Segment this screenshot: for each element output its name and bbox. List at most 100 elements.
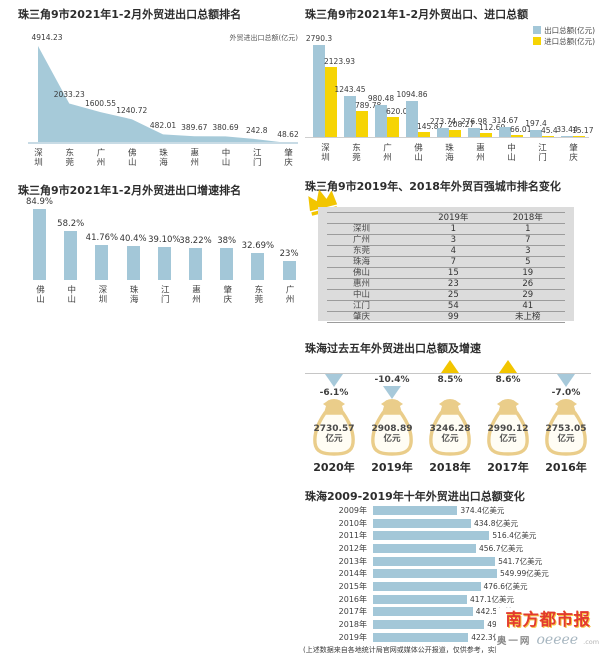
growth-value-label: 23%	[279, 248, 299, 259]
city-label: 中山	[65, 285, 76, 304]
value-label: 456.7亿美元	[479, 543, 523, 553]
column-header: 2019年	[416, 212, 491, 224]
import-value-label: 620.06	[386, 106, 413, 116]
table-panel: 2019年 2018年 深圳 1 1 广州 3 7 东莞 4 3 珠海 7 5 佛山 15 19 惠州 23 26 中山…	[318, 207, 574, 323]
logo-domain-text: oeeee	[536, 632, 579, 648]
growth-down-icon	[325, 374, 343, 387]
value-label: 549.99亿美元	[500, 569, 549, 579]
bag-value: 2990.12 亿元	[479, 424, 537, 444]
year-label: 2016年	[545, 461, 587, 474]
city-label: 东莞	[63, 148, 74, 167]
export-bar	[499, 126, 511, 137]
value-bar	[373, 518, 471, 528]
export-bar	[468, 127, 480, 137]
growth-value-label: 84.9%	[25, 197, 53, 208]
legend-label: 出口总额(亿元)	[544, 26, 595, 35]
export-value-label: 314.67	[491, 115, 519, 125]
money-bag-icon	[309, 398, 359, 456]
bag-unit: 亿元	[557, 434, 575, 444]
import-bar	[542, 135, 554, 137]
money-bag-icon	[541, 398, 591, 456]
year-group: 8.5% 3246.28 亿元 2018年	[421, 340, 479, 480]
value-label: 389.67	[181, 123, 208, 133]
legend-item-export: 出口总额(亿元)	[533, 25, 595, 36]
value-bar	[373, 632, 469, 642]
bar-plot: 84.9% 佛山 58.2% 中山 41.76% 深圳 40.4% 珠海 39.10% 江门 38.…	[18, 182, 300, 332]
import-bar	[356, 110, 368, 137]
growth-bar	[251, 252, 265, 280]
rank-cell: 7	[416, 256, 491, 268]
import-bar	[449, 130, 461, 137]
city-label: 佛山	[34, 285, 45, 304]
growth-bar	[157, 247, 171, 280]
value-label: 48.62	[277, 130, 299, 140]
rank-table: 2019年 2018年 深圳 1 1 广州 3 7 东莞 4 3 珠海 7 5 佛山 15 19 惠州 23 26 中山…	[327, 212, 565, 323]
city-label: 广州	[95, 148, 105, 167]
export-value-label: 197.4	[525, 119, 547, 129]
rank-cell: 1	[416, 223, 491, 235]
chart-decade: 珠海2009-2019年十年外贸进出口总额变化 2009年 374.4亿美元 201…	[305, 488, 600, 648]
export-value-label: 980.48	[367, 93, 395, 103]
city-label: 珠海	[443, 143, 454, 162]
table-city-rank: 珠三角9市2019年、2018年外贸百强城市排名变化 2019年 2018年 深圳 1…	[305, 178, 595, 336]
city-label: 深圳	[32, 148, 43, 167]
year-label: 2011年	[338, 531, 367, 541]
growth-bar	[189, 248, 202, 280]
legend-item-import: 进口总额(亿元)	[533, 36, 595, 47]
city-label: 肇庆	[221, 285, 232, 304]
bag-unit: 亿元	[383, 434, 401, 444]
hbar-row: 2011年 516.4亿美元	[305, 529, 600, 542]
value-label: 1600.55	[84, 99, 116, 109]
axis-unit-label: 外贸进出口总额(亿元)	[229, 34, 298, 42]
value-label: 242.8	[246, 126, 268, 136]
rank-cell: 19	[490, 267, 565, 279]
city-cell: 珠海	[327, 256, 417, 268]
city-label: 佛山	[126, 148, 137, 167]
rank-cell: 25	[416, 289, 491, 301]
hbar-row: 2014年 549.99亿美元	[305, 567, 600, 580]
value-bar	[373, 620, 485, 630]
growth-value-label: 39.10%	[148, 235, 181, 246]
money-bag-icon	[367, 398, 417, 456]
rank-cell: 26	[490, 278, 565, 290]
import-bar	[325, 66, 337, 137]
chart-export-import: 珠三角9市2021年1-2月外贸出口、进口总额 出口总额(亿元) 进口总额(亿元…	[305, 6, 595, 174]
growth-label: 8.5%	[437, 375, 463, 385]
axis-strip	[28, 142, 298, 144]
legend-label: 进口总额(亿元)	[544, 37, 595, 46]
city-label: 惠州	[190, 285, 201, 304]
growth-bar	[282, 260, 296, 280]
growth-bar	[33, 209, 46, 280]
logo-domain-suffix: .com	[583, 638, 600, 646]
value-label: 476.6亿美元	[483, 581, 528, 591]
table-row: 东莞 4 3	[327, 245, 565, 257]
chart-title: 珠海过去五年外贸进出口总额及增速	[305, 342, 481, 355]
bag-value: 2730.57 亿元	[305, 424, 363, 444]
year-label: 2017年	[338, 607, 367, 617]
table-row: 江门 54 41	[327, 300, 565, 312]
footnote: (上述数据来自各地统计局官网或媒体公开报道，仅供参考，实际数据	[303, 646, 501, 654]
growth-bar	[64, 231, 78, 280]
value-label: 516.4亿美元	[492, 531, 537, 541]
money-bag-row: -6.1% 2730.57 亿元 2020年 -10.4% 2908.89 亿元 2019年 8…	[305, 340, 595, 480]
growth-value-label: 40.4%	[119, 234, 147, 245]
growth-label: -7.0%	[551, 388, 581, 398]
import-value-label: 208.27	[448, 120, 475, 130]
bag-value: 2753.05 亿元	[537, 424, 595, 444]
column-header	[327, 212, 417, 224]
value-bar	[373, 531, 490, 541]
city-label: 深圳	[96, 285, 107, 304]
growth-value-label: 41.76%	[85, 233, 119, 244]
import-value-label: 145.87	[417, 122, 444, 132]
value-label: 482.01	[149, 121, 177, 131]
year-group: -10.4% 2908.89 亿元 2019年	[363, 340, 421, 480]
city-label: 广州	[284, 285, 295, 304]
export-bar	[530, 130, 542, 137]
table-row: 中山 25 29	[327, 289, 565, 301]
growth-label: 8.6%	[495, 375, 521, 385]
hbar-row: 2010年 434.8亿美元	[305, 517, 600, 530]
year-label: 2013年	[338, 556, 367, 566]
city-cell: 广州	[327, 234, 417, 246]
chart-title: 珠三角9市2019年、2018年外贸百强城市排名变化	[305, 180, 561, 193]
value-bar	[373, 556, 496, 566]
